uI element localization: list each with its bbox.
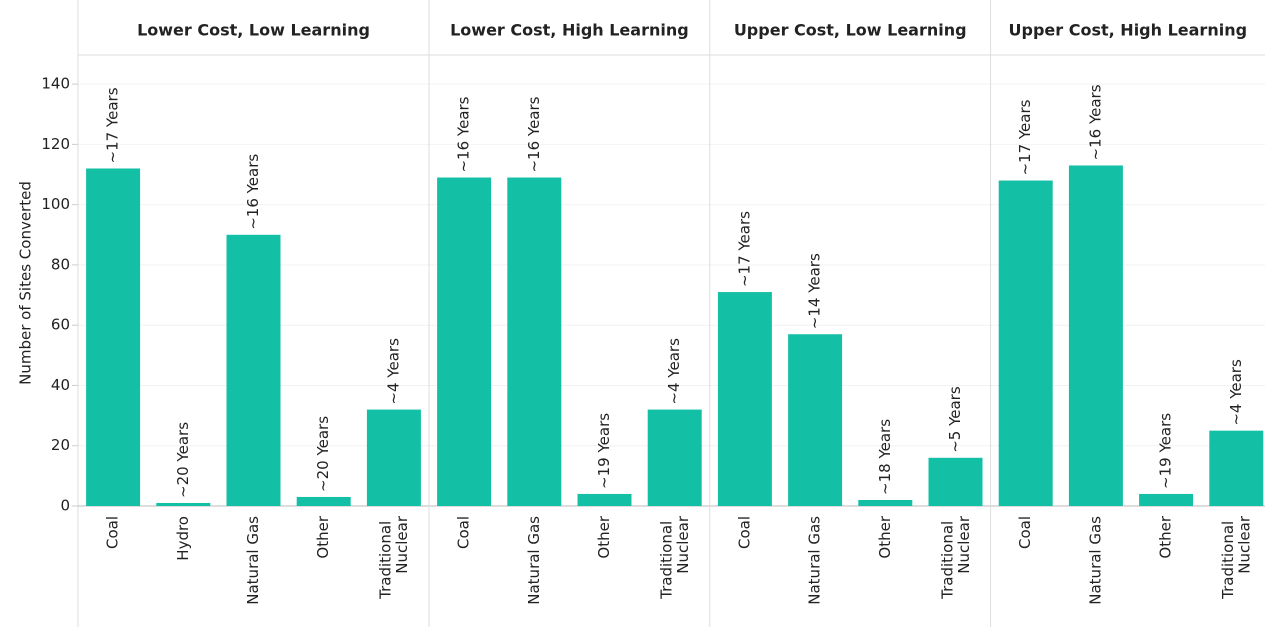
bar	[296, 496, 351, 506]
bar	[1209, 430, 1264, 506]
panel-title: Lower Cost, Low Learning	[137, 21, 370, 40]
bar	[1139, 493, 1194, 506]
x-tick-label: Traditional Nuclear	[1219, 515, 1254, 600]
value-label: ~16 Years	[1086, 84, 1104, 160]
bar	[717, 292, 772, 506]
y-tick-label: 120	[41, 135, 70, 153]
value-label: ~4 Years	[1227, 359, 1245, 426]
x-tick-label: Coal	[455, 516, 473, 549]
value-label: ~20 Years	[314, 416, 332, 492]
y-tick-label: 60	[51, 316, 70, 334]
bar	[647, 409, 702, 506]
x-tick-label: Natural Gas	[244, 516, 262, 605]
bar	[156, 502, 211, 506]
x-tick-label: Natural Gas	[525, 516, 543, 605]
x-tick-label: Coal	[104, 516, 122, 549]
y-tick-label: 0	[60, 497, 70, 515]
bar	[858, 499, 913, 506]
y-tick-label: 20	[51, 436, 70, 454]
panel-title: Lower Cost, High Learning	[450, 21, 689, 40]
bar	[1068, 165, 1123, 507]
x-tick-label: Hydro	[174, 516, 192, 561]
value-label: ~16 Years	[525, 96, 543, 172]
value-label: ~17 Years	[735, 211, 753, 287]
x-tick-label: Traditional Nuclear	[657, 515, 692, 600]
value-label: ~19 Years	[595, 413, 613, 489]
value-label: ~5 Years	[946, 386, 964, 453]
value-label: ~19 Years	[1157, 413, 1175, 489]
y-tick-label: 140	[41, 75, 70, 93]
bar	[366, 409, 421, 506]
x-tick-label: Natural Gas	[1086, 516, 1104, 605]
bar	[507, 177, 562, 506]
y-tick-label: 100	[41, 195, 70, 213]
panel-title: Upper Cost, Low Learning	[734, 21, 967, 40]
x-tick-label: Other	[314, 515, 332, 558]
value-label: ~17 Years	[1016, 99, 1034, 175]
value-label: ~17 Years	[104, 87, 122, 163]
x-tick-label: Other	[595, 515, 613, 558]
value-label: ~16 Years	[244, 154, 262, 230]
bar	[437, 177, 492, 506]
bar	[577, 493, 632, 506]
y-axis-label: Number of Sites Converted	[17, 181, 35, 385]
x-tick-label: Traditional Nuclear	[376, 515, 411, 600]
bar	[928, 457, 983, 506]
value-label: ~14 Years	[806, 253, 824, 329]
value-label: ~20 Years	[174, 422, 192, 498]
x-tick-label: Other	[876, 515, 894, 558]
x-tick-label: Coal	[735, 516, 753, 549]
y-tick-label: 80	[51, 255, 70, 273]
bar	[86, 168, 141, 506]
x-tick-label: Traditional Nuclear	[938, 515, 973, 600]
panel-title: Upper Cost, High Learning	[1009, 21, 1248, 40]
value-label: ~4 Years	[665, 338, 683, 405]
value-label: ~18 Years	[876, 419, 894, 495]
x-tick-label: Other	[1157, 515, 1175, 558]
x-tick-label: Natural Gas	[806, 516, 824, 605]
x-tick-label: Coal	[1016, 516, 1034, 549]
value-label: ~4 Years	[384, 338, 402, 405]
bar	[788, 334, 843, 506]
bar	[998, 180, 1053, 507]
bar	[226, 234, 281, 506]
y-tick-label: 40	[51, 376, 70, 394]
value-label: ~16 Years	[455, 96, 473, 172]
